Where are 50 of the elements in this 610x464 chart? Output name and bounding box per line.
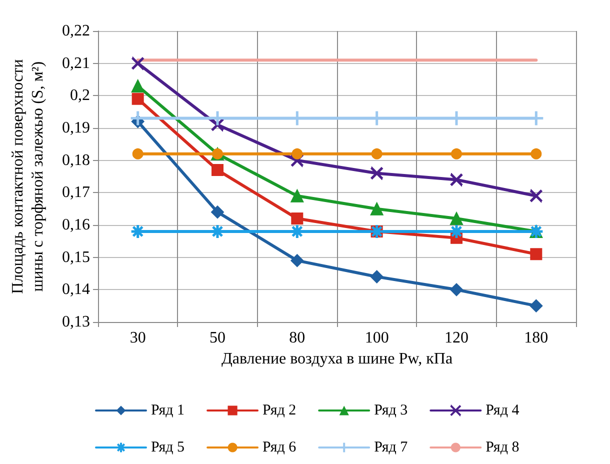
- x-tick-label: 80: [289, 330, 306, 346]
- legend-label: Ряд 5: [151, 440, 185, 456]
- legend-label: Ряд 4: [486, 402, 520, 418]
- point: [292, 148, 303, 160]
- x-tick-label: 120: [444, 330, 468, 346]
- y-tick-label: 0,17: [62, 184, 90, 202]
- y-tick-label: 0,15: [62, 248, 90, 266]
- y-axis-title: Площадь контактной поверхности шины с торфяной залежью (S, м²): [10, 58, 46, 294]
- point: [290, 154, 304, 168]
- y-tick-label: 0,13: [62, 314, 90, 330]
- point: [450, 172, 464, 186]
- point: [131, 56, 145, 70]
- legend-label: Ряд 6: [262, 440, 297, 456]
- y-tick-label: 0,19: [62, 120, 90, 136]
- legend-label: Ряд 2: [262, 402, 296, 418]
- x-tick-label: 100: [364, 330, 389, 346]
- point: [529, 189, 543, 203]
- point: [212, 164, 224, 176]
- point: [530, 148, 542, 160]
- point: [530, 299, 543, 312]
- point: [131, 79, 144, 92]
- point: [290, 189, 304, 202]
- legend-label: Ряд 8: [486, 440, 520, 456]
- y-tick-label: 0,21: [62, 54, 90, 72]
- point: [291, 212, 304, 225]
- y-tick-label: 0,16: [62, 216, 90, 234]
- point: [451, 148, 462, 160]
- point: [371, 148, 382, 160]
- y-tick-label: 0,18: [62, 152, 90, 169]
- x-tick-label: 50: [210, 330, 226, 346]
- y-tick-label: 0,2: [70, 87, 90, 104]
- y-tick-label: 0,14: [62, 281, 90, 298]
- x-tick-label: 180: [524, 330, 548, 346]
- legend-label: Ряд 7: [374, 440, 408, 456]
- y-tick-label: 0,22: [62, 22, 90, 40]
- point: [530, 248, 542, 260]
- point: [450, 212, 463, 226]
- point: [132, 148, 144, 160]
- point: [450, 283, 463, 296]
- x-tick-label: 30: [130, 330, 146, 346]
- legend-label: Ряд 1: [151, 402, 185, 418]
- point: [211, 206, 224, 219]
- point: [290, 254, 304, 268]
- point: [132, 92, 144, 105]
- x-axis-title: Давление воздуха в шине Pw, кПа: [221, 350, 453, 368]
- point: [370, 202, 384, 216]
- legend-label: Ряд 3: [374, 402, 408, 418]
- point: [448, 224, 464, 240]
- point: [370, 166, 384, 180]
- point: [370, 270, 384, 284]
